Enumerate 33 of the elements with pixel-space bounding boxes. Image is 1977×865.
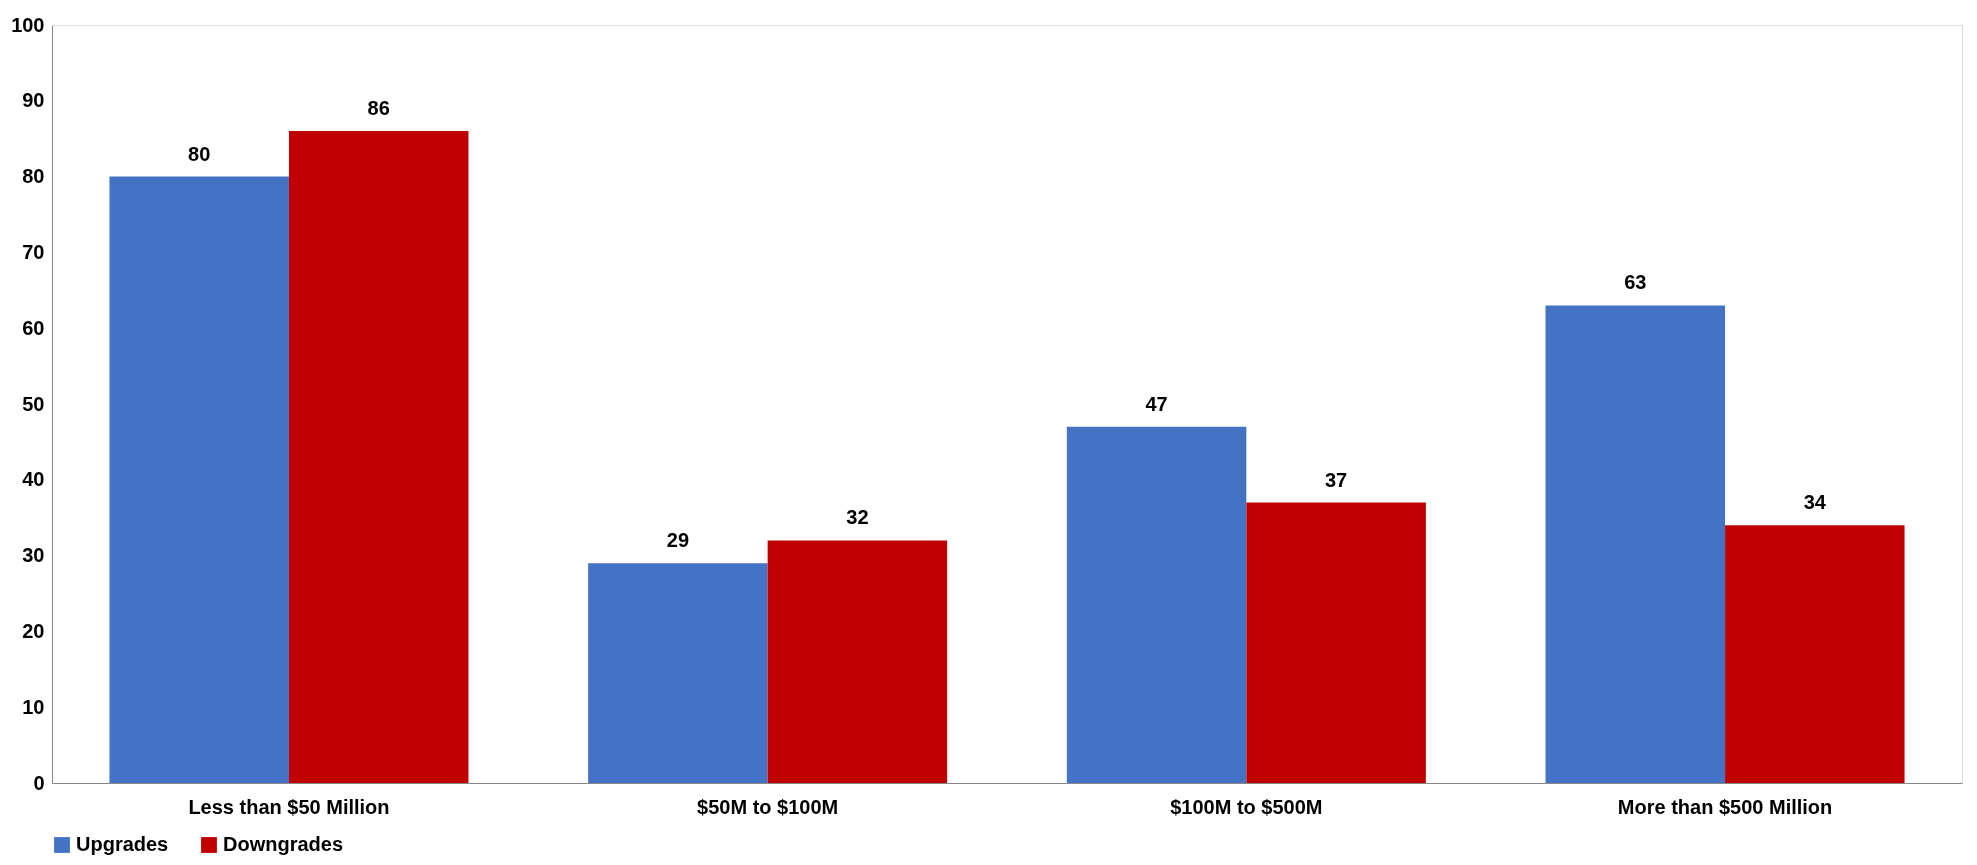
bar [109, 176, 289, 783]
y-tick-label: 80 [22, 165, 45, 188]
y-tick-label: 70 [22, 240, 45, 263]
bar [1545, 305, 1726, 783]
x-tick-label: More than $500 Million [1617, 795, 1833, 818]
y-tick-label: 60 [22, 316, 45, 339]
bar [588, 563, 768, 783]
y-tick-label: 0 [33, 771, 45, 794]
data-label: 80 [188, 142, 211, 165]
data-label: 47 [1145, 392, 1168, 415]
y-tick-label: 40 [22, 468, 45, 491]
data-label: 29 [666, 529, 690, 552]
bar [1725, 525, 1905, 783]
x-tick-label: Less than $50 Million [188, 795, 390, 818]
bar [288, 131, 469, 783]
bar [1246, 502, 1426, 783]
legend-label: Upgrades [76, 833, 169, 855]
y-tick-label: 30 [22, 544, 45, 567]
data-label: 37 [1324, 468, 1348, 491]
bar [767, 540, 948, 783]
legend-label: Downgrades [223, 833, 344, 855]
x-tick-label: $50M to $100M [697, 795, 839, 818]
bar [1066, 426, 1247, 783]
data-label: 63 [1624, 271, 1647, 294]
data-label: 86 [367, 97, 390, 120]
y-tick-label: 10 [22, 695, 45, 718]
x-tick-label: $100M to $500M [1170, 795, 1323, 818]
y-tick-label: 100 [11, 13, 45, 36]
data-label: 34 [1803, 491, 1827, 514]
y-tick-label: 20 [22, 619, 45, 642]
y-tick-label: 50 [22, 392, 45, 415]
y-tick-label: 90 [22, 89, 45, 112]
data-label: 32 [846, 506, 869, 529]
